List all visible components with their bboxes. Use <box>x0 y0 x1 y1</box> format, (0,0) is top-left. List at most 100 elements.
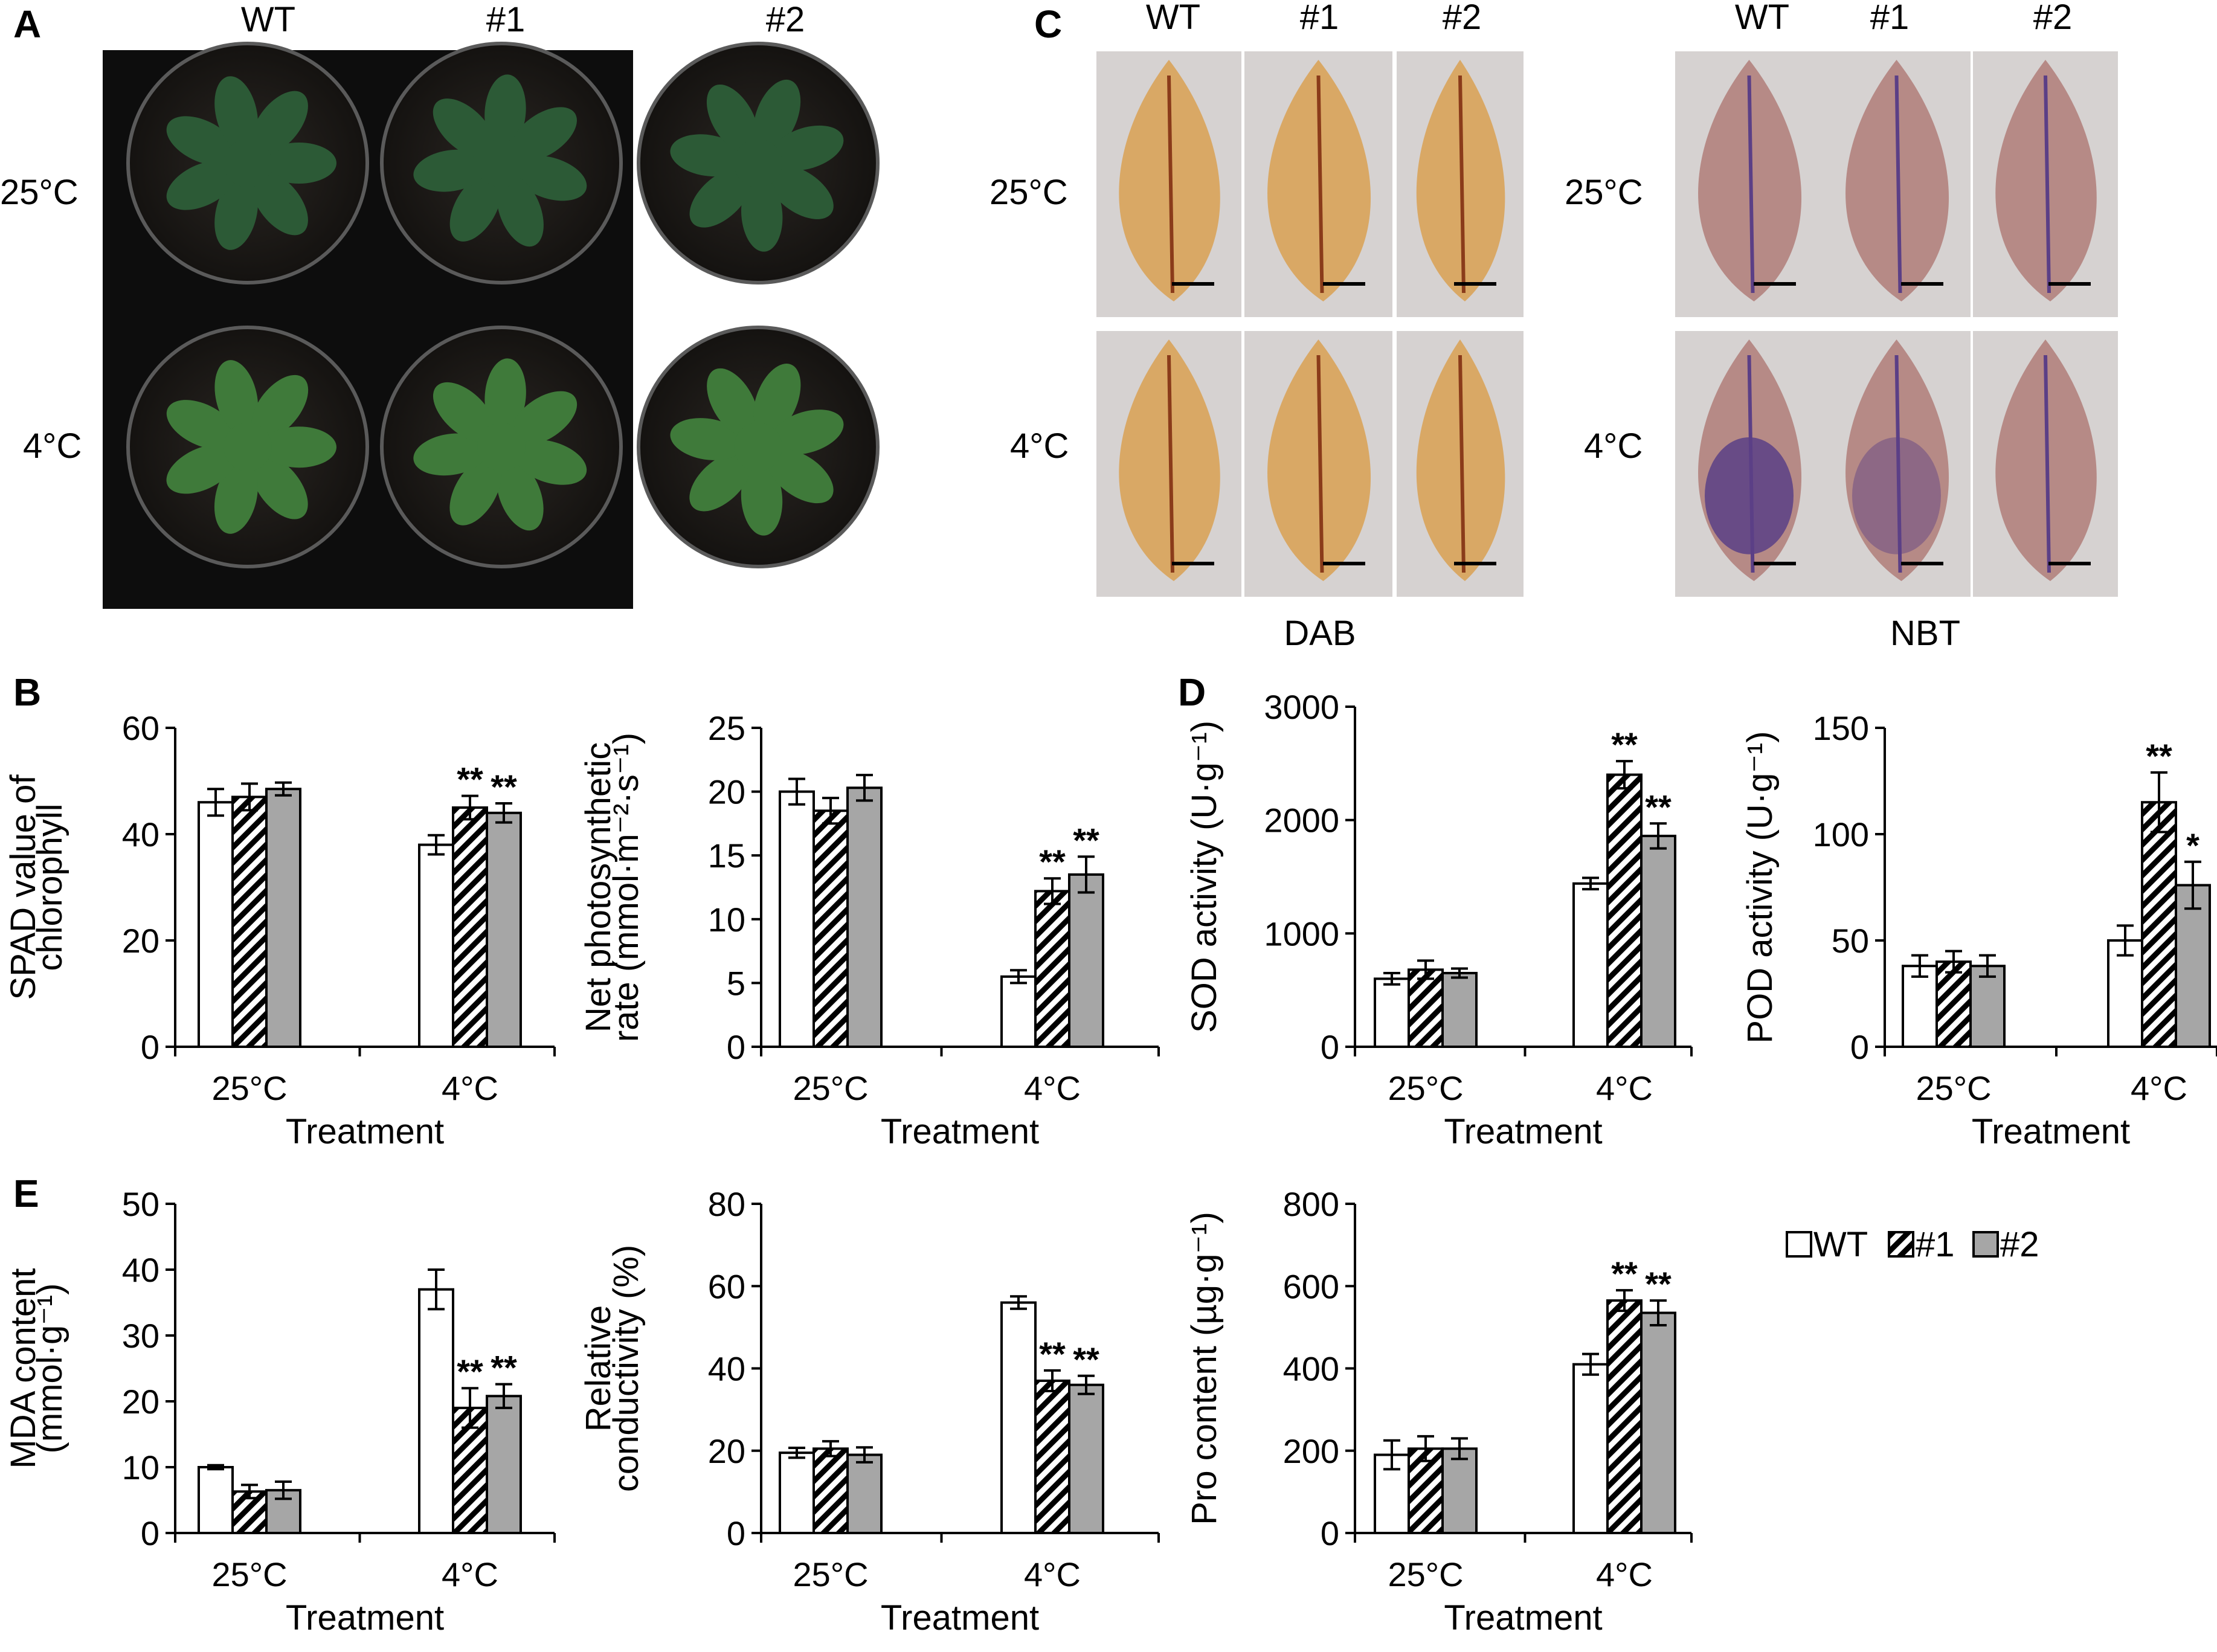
panel-c-col-labels: WT #1 #2 WT #1 #2 <box>1146 0 2072 37</box>
leaf <box>251 374 309 439</box>
y-tick-label: 1000 <box>1264 914 1339 953</box>
col-label-1: #1 <box>486 0 526 39</box>
legend-label-2: #2 <box>2000 1225 2039 1264</box>
plant-center <box>734 423 782 471</box>
bar-line2-0 <box>1969 965 2006 1048</box>
leaf <box>497 175 544 247</box>
leaf <box>767 165 834 219</box>
y-tick-label: 20 <box>122 922 159 960</box>
y-axis-label: chlorophyll <box>30 803 69 971</box>
nbt-col-1: #1 <box>1870 0 1910 37</box>
significance-marker: ** <box>1645 1265 1672 1303</box>
y-tick-label: 25 <box>708 709 745 747</box>
bar-line2-0 <box>846 1453 883 1534</box>
leaf <box>707 368 759 437</box>
stained-leaf-3-2 <box>1397 331 1524 597</box>
y-axis-label: Net photosynthetic <box>579 742 618 1032</box>
leaf-midrib <box>1747 75 1755 294</box>
leaf <box>706 84 759 153</box>
bar-line1-1 <box>1034 1379 1070 1534</box>
x-category-label: 4°C <box>1596 1555 1653 1593</box>
stained-leaf-1-1 <box>1096 51 1241 317</box>
significance-marker: ** <box>491 1349 517 1387</box>
leaf-scale-bar <box>1323 282 1365 286</box>
significance-marker: ** <box>2146 737 2172 775</box>
bar-line2-1 <box>1068 873 1104 1048</box>
legend-swatch-2 <box>1972 1231 1999 1258</box>
nbt-row-4c: 4°C <box>1584 426 1643 466</box>
y-tick-label: 10 <box>122 1448 159 1486</box>
bar-line1-0 <box>812 809 849 1049</box>
x-axis-label: Treatment <box>286 1598 444 1638</box>
bar-WT-0 <box>779 790 815 1048</box>
bar-WT-1 <box>2107 939 2143 1048</box>
stained-leaf-6-2 <box>1973 331 2118 597</box>
bar-line2-1 <box>1640 1311 1676 1534</box>
legend: WT #1 #2 <box>1786 1225 2039 1264</box>
y-axis-label: SPAD value of <box>4 774 43 1000</box>
leaf <box>689 452 751 512</box>
col-label-wt: WT <box>241 0 295 39</box>
bar-WT-0 <box>198 1466 234 1534</box>
superoxide-stain <box>1705 437 1794 554</box>
leaf <box>741 460 783 536</box>
y-tick-label: 60 <box>708 1267 745 1305</box>
bar-line2-0 <box>846 786 883 1049</box>
stain-label-dab: DAB <box>1284 614 1356 653</box>
bar-WT-1 <box>1000 975 1037 1048</box>
leaf-midrib <box>1316 355 1324 573</box>
y-tick-label: 400 <box>1283 1350 1339 1388</box>
nbt-row-25c: 25°C <box>1565 173 1643 212</box>
leaf <box>514 155 587 201</box>
y-tick-label: 20 <box>708 773 745 811</box>
leaf-midrib <box>2044 75 2051 294</box>
bar-WT-1 <box>418 843 454 1048</box>
x-category-label: 4°C <box>442 1555 498 1593</box>
leaf <box>261 426 336 468</box>
pot-2 <box>380 42 623 284</box>
x-category-label: 25°C <box>1916 1069 1991 1107</box>
y-tick-label: 200 <box>1283 1432 1339 1470</box>
bar-line2-1 <box>486 1395 522 1535</box>
bar-line1-1 <box>1606 1299 1643 1534</box>
y-tick-label: 40 <box>122 815 159 853</box>
pot-3 <box>637 42 880 284</box>
plant-center <box>734 139 782 187</box>
panel-letter-c: C <box>1034 2 1062 46</box>
y-axis-label: Pro content (µg·g⁻¹) <box>1185 1212 1224 1525</box>
y-tick-label: 600 <box>1283 1267 1339 1305</box>
leaf <box>166 161 237 210</box>
leaf <box>214 360 259 434</box>
leaf-midrib <box>2044 355 2051 573</box>
leaf <box>670 418 745 460</box>
bar-line1-0 <box>231 795 268 1049</box>
plant-center <box>477 139 526 187</box>
leaf-scale-bar <box>2048 562 2091 565</box>
bar-WT-1 <box>1000 1301 1037 1534</box>
leaf <box>689 168 751 228</box>
leaf <box>771 125 844 171</box>
x-axis-label: Treatment <box>881 1112 1039 1151</box>
y-axis-label: Relative <box>579 1305 618 1432</box>
y-tick-label: 800 <box>1283 1185 1339 1223</box>
row-label-25c: 25°C <box>0 173 79 212</box>
y-axis-label: POD activity (U·g⁻¹) <box>1740 731 1780 1043</box>
bar-WT-0 <box>1374 977 1410 1049</box>
bar-WT-1 <box>1572 882 1609 1048</box>
significance-marker: ** <box>1611 1255 1638 1293</box>
significance-marker: ** <box>1611 725 1638 763</box>
bar-WT-0 <box>198 801 234 1048</box>
y-tick-label: 80 <box>708 1185 745 1223</box>
bar-line2-1 <box>486 811 522 1049</box>
y-axis-label: conductivity (%) <box>607 1245 646 1492</box>
leaf-midrib <box>1747 355 1755 573</box>
y-tick-label: 2000 <box>1264 802 1339 840</box>
y-tick-label: 0 <box>1321 1028 1339 1066</box>
leaf <box>251 171 308 236</box>
chart-e1: 0 10 20 30 40 50 25°C ** ** 4°C Treatment MDA conte… <box>4 1185 556 1638</box>
chart-b2: 0 5 10 15 20 25 25°C **** 4°C Treatment Net photos… <box>579 709 1160 1151</box>
y-tick-label: 20 <box>708 1432 745 1470</box>
leaf <box>262 143 336 184</box>
leaf-scale-bar <box>2048 282 2091 286</box>
